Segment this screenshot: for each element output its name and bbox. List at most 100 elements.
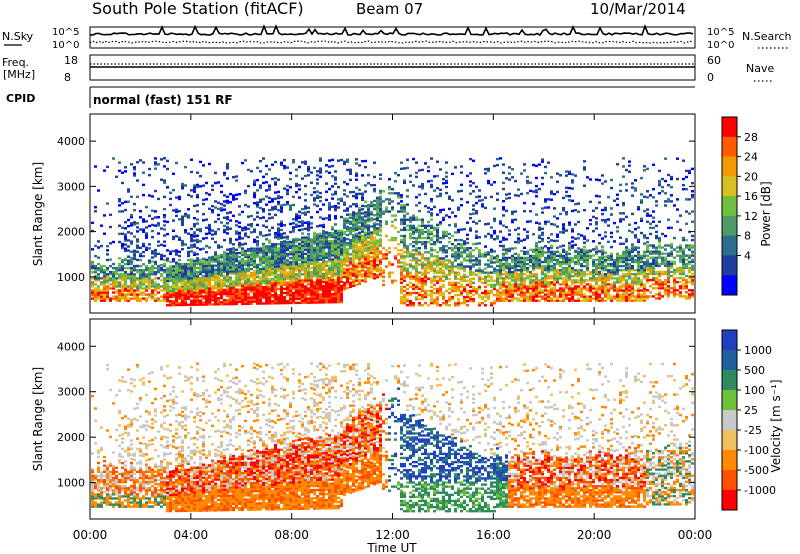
heatmap-cell [400, 301, 403, 305]
heatmap-cell [448, 223, 451, 227]
heatmap-cell [439, 249, 442, 252]
heatmap-cell [478, 275, 481, 278]
heatmap-cell [241, 266, 244, 269]
heatmap-cell [568, 248, 571, 252]
heatmap-cell [397, 173, 400, 177]
heatmap-cell [565, 186, 568, 190]
heatmap-cell [496, 277, 499, 280]
heatmap-cell [484, 299, 487, 303]
heatmap-cell [511, 258, 514, 262]
heatmap-cell [289, 208, 292, 211]
heatmap-cell [505, 295, 508, 298]
heatmap-cell [508, 172, 511, 175]
heatmap-cell [232, 268, 235, 271]
heatmap-cell [475, 236, 478, 239]
heatmap-cell [289, 244, 292, 248]
heatmap-cell [331, 197, 334, 200]
heatmap-cell [259, 290, 262, 293]
heatmap-cell [313, 266, 316, 270]
heatmap-cell [142, 220, 145, 223]
heatmap-cell [379, 205, 382, 209]
heatmap-cell [379, 274, 382, 278]
heatmap-cell [535, 295, 538, 298]
heatmap-cell [181, 271, 184, 274]
heatmap-cell [295, 215, 298, 218]
heatmap-cell [265, 302, 268, 305]
heatmap-cell [436, 232, 439, 236]
heatmap-cell [238, 255, 241, 259]
heatmap-cell [373, 248, 376, 251]
heatmap-cell [127, 239, 130, 242]
heatmap-cell [265, 296, 268, 299]
heatmap-cell [583, 279, 586, 282]
heatmap-cell [403, 265, 406, 268]
heatmap-cell [208, 256, 211, 259]
heatmap-cell [307, 260, 310, 264]
heatmap-cell [400, 265, 403, 268]
heatmap-cell [271, 269, 274, 272]
heatmap-cell [250, 261, 253, 265]
heatmap-cell [436, 304, 439, 307]
heatmap-cell [364, 237, 367, 240]
heatmap-cell [373, 207, 376, 211]
heatmap-cell [334, 248, 337, 251]
heatmap-cell [271, 247, 274, 250]
heatmap-cell [340, 241, 343, 245]
heatmap-cell [367, 216, 370, 219]
heatmap-cell [448, 207, 451, 211]
heatmap-cell [547, 275, 550, 278]
heatmap-cell [394, 238, 397, 242]
heatmap-cell [436, 234, 439, 238]
heatmap-cell [409, 232, 412, 236]
heatmap-cell [583, 295, 586, 298]
heatmap-cell [184, 212, 187, 216]
heatmap-cell [436, 186, 439, 190]
heatmap-cell [469, 285, 472, 289]
heatmap-cell [532, 289, 535, 292]
heatmap-cell [373, 183, 376, 187]
heatmap-cell [115, 175, 118, 179]
heatmap-cell [337, 274, 340, 277]
heatmap-cell [193, 186, 196, 189]
heatmap-cell [364, 255, 367, 259]
heatmap-cell [346, 272, 349, 275]
heatmap-cell [106, 281, 109, 284]
nave-tick-high: 60 [707, 54, 721, 67]
heatmap-cell [496, 281, 499, 284]
heatmap-cell [322, 232, 325, 235]
heatmap-cell [439, 221, 442, 224]
heatmap-cell [559, 273, 562, 276]
heatmap-cell [403, 210, 406, 213]
heatmap-cell [415, 297, 418, 301]
heatmap-cell [436, 238, 439, 242]
heatmap-cell [403, 301, 406, 305]
heatmap-cell [316, 236, 319, 239]
heatmap-cell [484, 253, 487, 256]
heatmap-cell [160, 273, 163, 276]
heatmap-cell [481, 255, 484, 258]
heatmap-cell [361, 196, 364, 199]
heatmap-cell [358, 239, 361, 243]
heatmap-cell [562, 293, 565, 296]
heatmap-cell [262, 267, 265, 271]
heatmap-cell [595, 299, 598, 302]
heatmap-cell [247, 280, 250, 283]
heatmap-cell [166, 257, 169, 260]
heatmap-cell [550, 268, 553, 272]
heatmap-cell [190, 233, 193, 237]
heatmap-cell [562, 208, 565, 212]
heatmap-cell [232, 272, 235, 275]
heatmap-cell [304, 297, 307, 300]
heatmap-cell [301, 177, 304, 180]
heatmap-cell [391, 271, 394, 274]
heatmap-cell [133, 255, 136, 259]
heatmap-cell [352, 250, 355, 253]
heatmap-cell [268, 283, 271, 287]
heatmap-cell [145, 264, 148, 268]
heatmap-cell [436, 289, 439, 293]
heatmap-cell [376, 267, 379, 271]
heatmap-cell [346, 260, 349, 263]
heatmap-cell [349, 178, 352, 182]
heatmap-cell [319, 278, 322, 282]
heatmap-cell [526, 230, 529, 234]
